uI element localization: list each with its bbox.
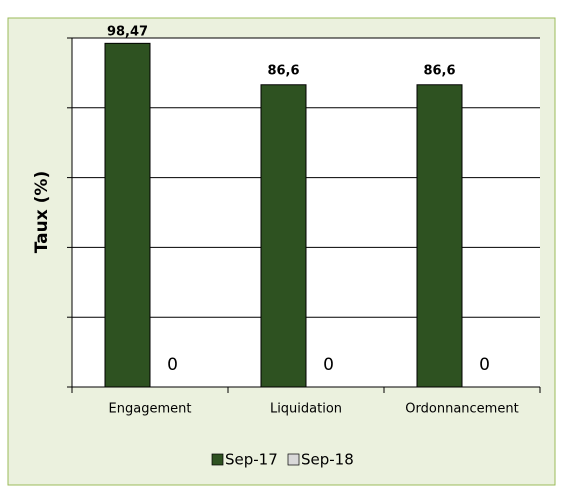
legend-label: Sep-18 [301, 451, 354, 469]
x-tick-label: Liquidation [270, 402, 342, 417]
bar [416, 84, 463, 388]
data-label: 98,47 [107, 25, 148, 40]
legend-swatch [211, 453, 224, 466]
y-axis-label: Taux (%) [32, 171, 52, 253]
data-label: 0 [167, 355, 178, 375]
data-label: 86,6 [267, 63, 299, 78]
legend-swatch [287, 453, 300, 466]
bar [260, 84, 307, 388]
x-tick-label: Ordonnancement [405, 402, 518, 417]
legend-label: Sep-17 [225, 451, 278, 469]
data-label: 86,6 [423, 63, 455, 78]
data-label: 0 [323, 355, 334, 375]
x-tick-label: Engagement [109, 402, 192, 417]
data-label: 0 [479, 355, 490, 375]
bar [104, 42, 151, 388]
